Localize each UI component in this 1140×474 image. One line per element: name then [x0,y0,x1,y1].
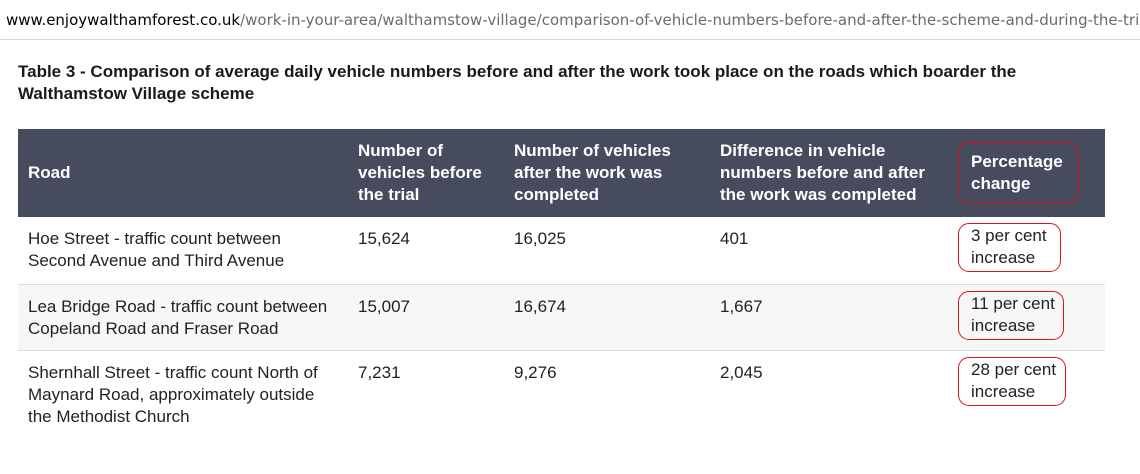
table-row: Hoe Street - traffic count between Secon… [18,217,1105,285]
table-row: Shernhall Street - traffic count North o… [18,350,1105,438]
header-before: Number of vehicles before the trial [348,129,504,217]
difference-cell: 1,667 [710,284,960,351]
before-cell: 7,231 [358,362,401,382]
red-annotation-circle: 28 per cent increase [958,356,1066,406]
header-road: Road [18,129,348,217]
difference-cell: 2,045 [720,362,763,382]
table-header-row: Road Number of vehicles before the trial… [18,129,1105,217]
after-cell: 9,276 [514,362,557,382]
after-cell: 16,025 [504,217,710,285]
url-path: /work-in-your-area/walthamstow-village/c… [240,11,1140,29]
header-percentage-change: Percentage change [958,129,1105,217]
red-annotation-circle: Percentage change [958,142,1079,204]
after-cell: 16,674 [504,284,710,351]
url-host: www.enjoywalthamforest.co.uk [6,11,241,29]
address-bar[interactable]: www.enjoywalthamforest.co.uk/work-in-you… [0,0,1140,40]
change-cell: 28 per cent increase [958,350,1105,438]
change-cell: 3 per cent increase [958,217,1105,285]
before-cell: 15,007 [348,284,504,351]
header-after: Number of vehicles after the work was co… [504,129,710,217]
vehicle-numbers-table: Road Number of vehicles before the trial… [18,129,1105,438]
road-cell: Shernhall Street - traffic count North o… [28,362,318,426]
road-cell: Hoe Street - traffic count between Secon… [18,217,348,285]
road-cell: Lea Bridge Road - traffic count between … [18,284,348,351]
red-annotation-circle: 11 per cent increase [958,290,1064,340]
difference-cell: 401 [710,217,960,285]
table-row: Lea Bridge Road - traffic count between … [18,284,1105,351]
header-difference: Difference in vehicle numbers before and… [710,129,960,217]
change-cell: 11 per cent increase [958,284,1105,351]
table-caption: Table 3 - Comparison of average daily ve… [18,62,1017,103]
red-annotation-circle: 3 per cent increase [958,223,1061,272]
before-cell: 15,624 [348,217,504,285]
